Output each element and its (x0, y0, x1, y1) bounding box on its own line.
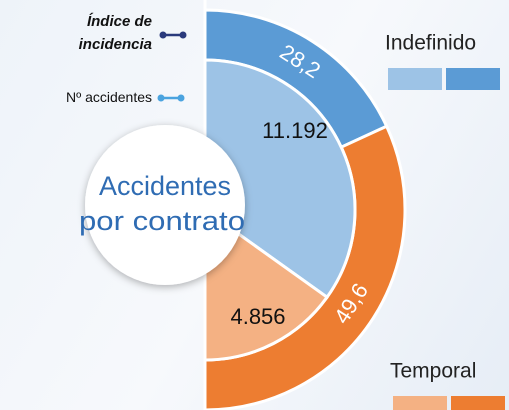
legend-label: Temporal (390, 360, 476, 383)
segment (203, 207, 330, 362)
series-label: Nº accidentes (65, 89, 152, 105)
value-label: 4.856 (230, 304, 285, 329)
legend-label: Indefinido (385, 32, 476, 55)
legend-swatch (446, 68, 500, 90)
value-label: 11.192 (262, 118, 328, 143)
legend-swatch (388, 68, 442, 90)
title-line: Accidentes (99, 171, 231, 201)
legend-swatch (451, 396, 505, 410)
series-label: Índice de incidencia (78, 13, 152, 53)
legend-icon (159, 31, 167, 39)
segment (203, 58, 357, 300)
title-line: por contrato (79, 206, 245, 236)
legend-icon (157, 94, 165, 102)
center-disc (85, 125, 245, 285)
legend-icon (177, 94, 185, 102)
legend-swatch (393, 396, 447, 410)
legend-icon (179, 31, 187, 39)
